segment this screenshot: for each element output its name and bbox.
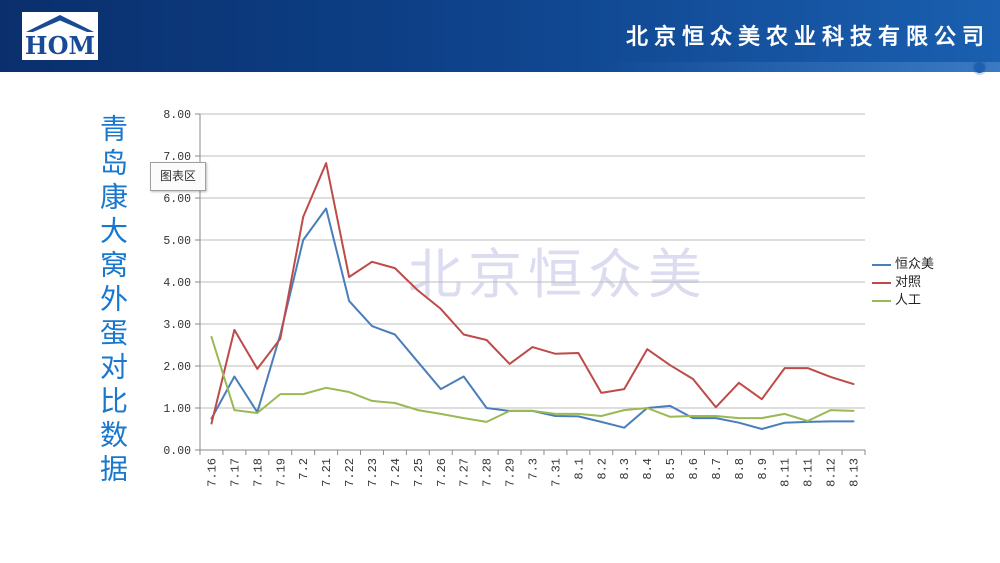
x-tick-label: 8.2 bbox=[595, 458, 609, 480]
x-tick-label: 8.1 bbox=[572, 458, 586, 480]
legend-label: 恒众美 bbox=[895, 257, 935, 272]
x-tick-label: 8.8 bbox=[733, 458, 747, 480]
x-tick-label: 7.22 bbox=[343, 458, 357, 487]
series-line-rengong bbox=[210, 336, 855, 423]
decorative-dot bbox=[974, 62, 985, 73]
x-tick-label: 7.21 bbox=[320, 458, 334, 487]
x-tick-label: 8.13 bbox=[848, 458, 862, 487]
chart-area-tooltip: 图表区 bbox=[150, 162, 206, 191]
x-tick-label: 7.24 bbox=[389, 458, 403, 487]
x-tick-label: 8.7 bbox=[710, 458, 724, 480]
x-tick-label: 7.26 bbox=[435, 458, 449, 487]
legend-label: 人工 bbox=[895, 293, 922, 308]
slide-title: 青岛康大窝外蛋对比数据 bbox=[96, 114, 129, 488]
x-tick-label: 7.25 bbox=[412, 458, 426, 487]
logo-text: HOM bbox=[24, 31, 96, 60]
company-name: 北京恒众美农业科技有限公司 bbox=[625, 24, 990, 50]
x-tick-label: 7.23 bbox=[366, 458, 380, 487]
label-layer: 0.00 1.00 2.00 3.00 4.00 5.00 6.00 7.00 8.00 7.16… bbox=[163, 109, 861, 487]
x-tick-label: 7.19 bbox=[274, 458, 288, 487]
header-sheen bbox=[0, 62, 1000, 72]
house-roof-icon bbox=[26, 15, 94, 32]
y-tick-label: 1.00 bbox=[163, 403, 191, 416]
x-tick-label: 7.28 bbox=[481, 458, 495, 487]
y-tick-label: 4.00 bbox=[163, 277, 191, 290]
x-tick-label: 8.11 bbox=[802, 458, 816, 487]
x-tick-label: 8.3 bbox=[618, 458, 632, 480]
series-layer bbox=[210, 162, 855, 430]
x-tick-label: 8.9 bbox=[756, 458, 770, 480]
x-tick-label: 7.2 bbox=[297, 458, 311, 480]
legend-swatch bbox=[872, 299, 891, 302]
x-tick-label: 8.11 bbox=[779, 458, 793, 487]
series-line-duizhao bbox=[210, 162, 855, 425]
chart-legend: 恒众美 对照 人工 bbox=[872, 256, 934, 310]
x-tick-label: 7.16 bbox=[205, 458, 219, 487]
x-tick-label: 7.17 bbox=[228, 458, 242, 487]
slide-header: HOM 北京恒众美农业科技有限公司 bbox=[0, 0, 1000, 72]
legend-swatch bbox=[872, 281, 891, 284]
grid-layer bbox=[200, 113, 865, 409]
company-logo: HOM bbox=[22, 12, 98, 60]
y-tick-label: 5.00 bbox=[163, 235, 191, 248]
y-tick-label: 7.00 bbox=[163, 151, 191, 164]
y-tick-label: 0.00 bbox=[163, 445, 191, 458]
y-tick-label: 2.00 bbox=[163, 361, 191, 374]
y-tick-label: 3.00 bbox=[163, 319, 191, 332]
y-tick-label: 6.00 bbox=[163, 193, 191, 206]
legend-item-rengong: 人工 bbox=[872, 292, 934, 310]
legend-swatch bbox=[872, 263, 891, 266]
x-tick-label: 8.12 bbox=[825, 458, 839, 487]
legend-item-hengzhongmei: 恒众美 bbox=[872, 256, 934, 274]
x-tick-label: 7.29 bbox=[504, 458, 518, 487]
x-tick-label: 8.4 bbox=[641, 458, 655, 480]
x-tick-label: 7.31 bbox=[549, 458, 563, 487]
x-tick-label: 8.5 bbox=[664, 458, 678, 480]
legend-item-duizhao: 对照 bbox=[872, 274, 934, 292]
legend-label: 对照 bbox=[895, 275, 922, 290]
x-tick-label: 7.18 bbox=[251, 458, 265, 487]
x-tick-label: 8.6 bbox=[687, 458, 701, 480]
axis-layer bbox=[195, 113, 866, 455]
y-tick-label: 8.00 bbox=[163, 109, 191, 122]
watermark: 北京恒众美 bbox=[408, 243, 708, 306]
x-tick-label: 7.27 bbox=[458, 458, 472, 487]
x-tick-label: 7.3 bbox=[527, 458, 541, 480]
